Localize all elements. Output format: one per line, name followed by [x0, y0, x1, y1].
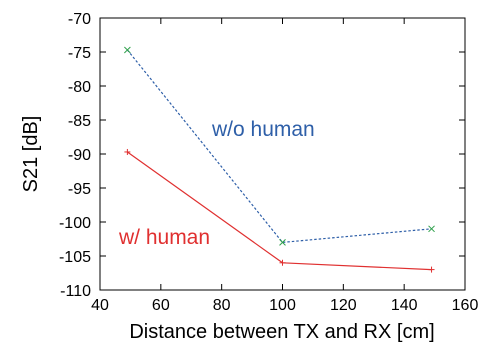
y-tick-label: -80 — [68, 79, 91, 96]
ticks — [99, 17, 466, 291]
x-tick-label: 120 — [330, 297, 357, 314]
y-tick-label: -100 — [59, 215, 91, 232]
y-tick-label: -75 — [68, 45, 91, 62]
y-tick-label: -105 — [59, 249, 91, 266]
y-tick-label: -70 — [68, 11, 91, 28]
series-point — [279, 259, 286, 266]
x-tick-label: 160 — [452, 297, 479, 314]
y-tick-label: -110 — [60, 283, 91, 300]
series-layer — [124, 46, 435, 273]
x-tick-label: 40 — [91, 297, 109, 314]
annotation-w-human: w/ human — [118, 226, 210, 249]
y-tick-label: -85 — [68, 113, 91, 130]
x-tick-label: 100 — [269, 297, 296, 314]
annotation-wo-human: w/o human — [211, 118, 315, 141]
x-tick-label: 140 — [391, 297, 418, 314]
series-point — [428, 225, 435, 233]
x-tick-label: 80 — [213, 297, 231, 314]
x-axis-title: Distance between TX and RX [cm] — [129, 321, 434, 343]
series-point — [428, 266, 435, 273]
x-tick-label: 60 — [152, 297, 170, 314]
tick-labels: 40 60 80 100 120 140 160 -70 -75 -80 -85 -90 -95 -100… — [59, 11, 478, 314]
series-point — [124, 148, 131, 155]
series-line-1 — [127, 151, 432, 271]
y-tick-label: -95 — [68, 181, 91, 198]
series-line-0 — [126, 49, 432, 244]
y-tick-label: -90 — [68, 147, 91, 164]
y-axis-title: S21 [dB] — [20, 116, 42, 193]
series-point — [124, 46, 131, 54]
plot-frame — [99, 17, 466, 291]
series-point — [279, 239, 286, 246]
